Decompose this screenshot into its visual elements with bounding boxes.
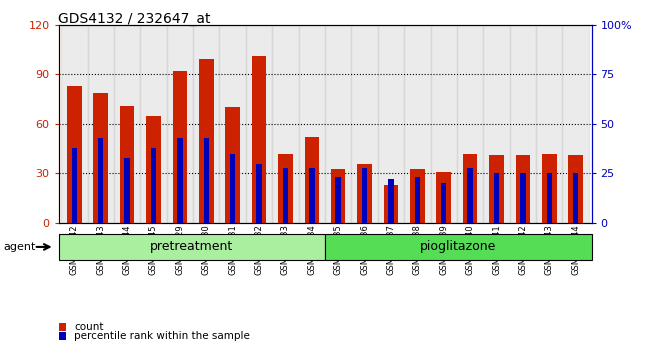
Text: count: count [74,322,103,332]
Bar [410,169,424,223]
Bar [441,183,447,223]
Bar [573,173,578,223]
Bar [562,25,589,223]
Bar [415,177,420,223]
Bar [230,154,235,223]
Bar [120,106,135,223]
Bar [256,164,262,223]
Bar [358,164,372,223]
Bar [203,138,209,223]
Text: agent: agent [3,242,36,252]
Bar [252,56,266,223]
Bar [325,25,352,223]
Bar [305,137,319,223]
Bar [568,155,583,223]
Bar [220,25,246,223]
Bar [331,169,345,223]
Bar [536,25,562,223]
Bar [58,234,325,260]
Bar [489,155,504,223]
Bar [124,158,130,223]
Bar [298,25,325,223]
Bar [199,59,213,223]
Bar [114,25,140,223]
Bar [352,25,378,223]
Bar [309,167,315,223]
Bar [246,25,272,223]
Bar [140,25,166,223]
Bar [467,167,473,223]
Bar [177,138,183,223]
Bar [437,172,451,223]
Bar [193,25,220,223]
Bar [520,173,526,223]
Bar [146,116,161,223]
Bar [388,179,394,223]
Bar [378,25,404,223]
Bar [94,92,108,223]
Bar [226,107,240,223]
Bar [457,25,484,223]
Text: pioglitazone: pioglitazone [420,240,497,253]
Text: percentile rank within the sample: percentile rank within the sample [74,331,250,341]
Bar [173,71,187,223]
Bar [547,173,552,223]
Bar [384,185,398,223]
Bar [515,155,530,223]
Bar [430,25,457,223]
Bar [484,25,510,223]
Bar [278,154,292,223]
Text: pretreatment: pretreatment [150,240,233,253]
Bar [404,25,430,223]
Bar [325,234,592,260]
Bar [67,86,82,223]
Bar [61,25,88,223]
Bar [494,173,499,223]
Bar [98,138,103,223]
Bar [542,154,556,223]
Bar [362,167,367,223]
Bar [88,25,114,223]
Bar [151,148,156,223]
Bar [335,177,341,223]
Bar [166,25,193,223]
Bar [283,167,288,223]
Bar [510,25,536,223]
Text: GDS4132 / 232647_at: GDS4132 / 232647_at [58,12,211,27]
Bar [463,154,477,223]
Bar [72,148,77,223]
Bar [272,25,298,223]
